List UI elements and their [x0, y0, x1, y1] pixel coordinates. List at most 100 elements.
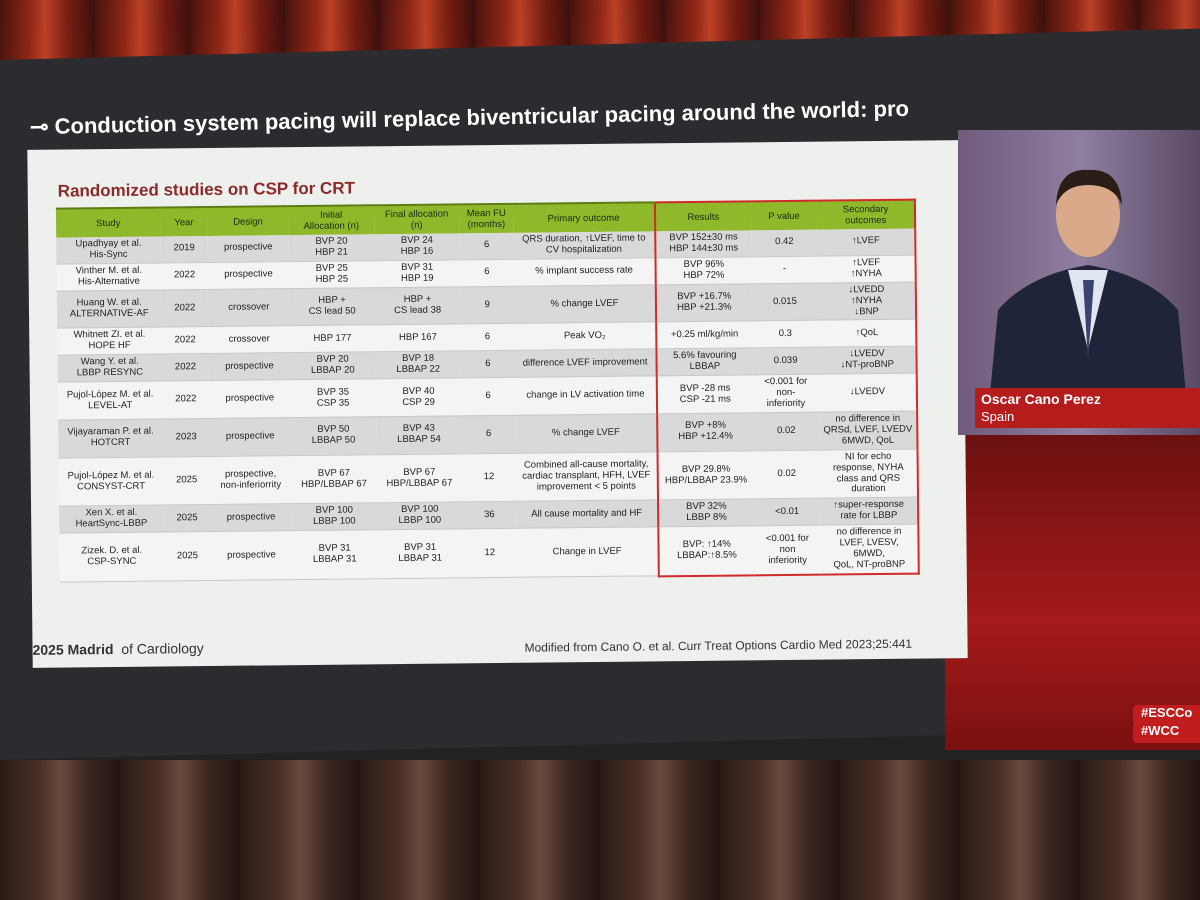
table-title: Randomized studies on CSP for CRT — [57, 178, 356, 201]
table-cell: ↓LVEDV — [818, 373, 918, 413]
table-cell: BVP 32% LBBP 8% — [657, 499, 755, 528]
studies-table: Study Year Design Initial Allocation (n) Fin… — [55, 199, 920, 584]
table-cell: 2022 — [161, 353, 210, 382]
table-cell: 2019 — [160, 236, 208, 263]
column-header: Mean FU (months) — [459, 203, 514, 234]
table-cell: Zizek. D. et al. CSP-SYNC — [59, 532, 165, 583]
source: Modified from Cano O. et al. Curr Treat … — [524, 636, 913, 655]
red-panel — [945, 430, 1200, 750]
hashtag: #ESCCo — [1133, 705, 1200, 725]
table-cell: BVP 25 HBP 25 — [288, 260, 375, 289]
logo-text: of Cardiology — [121, 640, 204, 657]
hashtag: #WCC — [1133, 723, 1200, 743]
table-cell: HBP 167 — [375, 324, 461, 353]
table-cell: prospective — [209, 379, 291, 419]
column-header: Secondary outcomes — [817, 199, 916, 230]
table-cell: 0.3 — [751, 320, 819, 349]
table-cell: BVP 67 HBP/LBBAP 67 — [376, 453, 463, 504]
table-cell: change in LV activation time — [514, 375, 657, 416]
table-cell: Wang Y. et al. LBBP RESYNC — [57, 354, 163, 383]
table-cell: All cause mortality and HF — [516, 500, 659, 529]
table-cell: BVP +16.7% HBP +21.3% — [655, 283, 752, 323]
table-cell: Peak VO₂ — [514, 322, 657, 351]
table-cell: HBP 177 — [289, 325, 376, 353]
table-cell: % change LVEF — [515, 413, 658, 453]
table-cell: BVP 31 LBBAP 31 — [377, 529, 464, 580]
congress-logo: 2025 Madrid of Cardiology — [32, 640, 203, 658]
table-cell: 2022 — [161, 289, 209, 328]
table-cell: BVP 152±30 ms HBP 144±30 ms — [655, 230, 752, 258]
table-cell: BVP +8% HBP +12.4% — [656, 412, 754, 452]
table-cell: BVP 31 HBP 19 — [374, 259, 461, 288]
table-cell: 9 — [460, 286, 515, 325]
column-header: Final allocation (n) — [373, 204, 460, 235]
column-header: P value — [750, 200, 818, 231]
table-cell: BVP: ↑14% LBBAP:↑8.5% — [658, 526, 755, 577]
table-cell: BVP 20 HBP 21 — [288, 234, 375, 262]
curtain — [0, 760, 1200, 900]
logo-year: 2025 Madrid — [32, 641, 114, 658]
column-header: Year — [160, 207, 208, 237]
table-body: Upadhyay et al. His-Sync 2019 prospective B… — [56, 228, 919, 583]
table-cell: 2025 — [162, 456, 211, 506]
table-cell: 0.02 — [752, 412, 820, 451]
speaker-figure — [988, 169, 1188, 415]
table-cell: prospective — [210, 504, 292, 532]
table-cell: Change in LVEF — [516, 527, 659, 578]
table-cell: prospective — [209, 417, 291, 457]
table-cell: ↓LVEDV ↓NT-proBNP — [818, 346, 917, 375]
table-cell: 0.02 — [753, 449, 821, 500]
speaker-country: Spain — [981, 409, 1015, 424]
table-cell: Whitnett ZI. et al. HOPE HF — [57, 327, 162, 356]
table-cell: prospective — [207, 235, 289, 263]
table-cell: BVP 40 CSP 29 — [375, 378, 462, 417]
table-cell: BVP 24 HBP 16 — [374, 233, 460, 261]
table-cell: HBP + CS lead 50 — [289, 287, 376, 327]
table-cell: BVP 100 LBBP 100 — [376, 502, 463, 530]
table-cell: +0.25 ml/kg/min — [655, 321, 753, 350]
table-cell: BVP 29.8% HBP/LBBAP 23.9% — [657, 450, 754, 501]
table-cell: BVP 96% HBP 72% — [655, 256, 752, 285]
table-cell: ↓LVEDD ↑NYHA ↓BNP — [817, 281, 917, 321]
table-cell: 12 — [462, 528, 518, 579]
table-cell: prospective — [210, 530, 293, 581]
table-cell: Vijayaraman P. et al. HOTCRT — [58, 418, 163, 458]
table-cell: - — [751, 255, 818, 284]
table-cell: 6 — [459, 232, 514, 260]
table-cell: crossover — [208, 326, 290, 354]
table-cell: crossover — [208, 288, 290, 327]
table-cell: BVP 67 HBP/LBBAP 67 — [290, 454, 377, 505]
table-cell: BVP 43 LBBAP 54 — [376, 415, 462, 455]
table-cell: Pujol-López M. et al. CONSYST-CRT — [58, 456, 164, 507]
table-row: Zizek. D. et al. CSP-SYNC 2025 prospective… — [59, 524, 919, 583]
table-cell: <0.01 — [753, 498, 821, 527]
table-cell: HBP + CS lead 38 — [374, 286, 461, 326]
table-cell: BVP -28 ms CSP -21 ms — [656, 374, 753, 414]
table-cell: 12 — [461, 452, 517, 503]
table-cell: 6 — [460, 323, 515, 352]
table-cell: Huang W. et al. ALTERNATIVE-AF — [56, 289, 162, 329]
table-cell: no difference in LVEF, LVESV, 6MWD, QoL,… — [820, 524, 919, 575]
table-cell: % implant success rate — [513, 257, 656, 287]
table-cell: Vinther M. et al. His-Alternative — [56, 262, 162, 291]
table-cell: <0.001 for non inferiority — [754, 525, 822, 576]
table-cell: 2022 — [161, 326, 209, 355]
slide: Randomized studies on CSP for CRT Study Y… — [27, 140, 968, 668]
table-cell: 6 — [461, 415, 516, 454]
table-cell: prospective — [208, 352, 291, 381]
table-cell: prospective — [207, 261, 290, 290]
table-cell: <0.001 for non- inferiority — [752, 374, 820, 413]
table-cell: ↑super-response rate for LBBP — [820, 497, 919, 526]
table-cell: % change LVEF — [513, 284, 656, 324]
table-cell: 2023 — [162, 418, 210, 457]
table-cell: NI for echo response, NYHA class and QRS… — [819, 448, 919, 499]
speaker-caption: Oscar Cano Perez Spain — [975, 388, 1200, 428]
table-cell: ↑LVEF ↑NYHA — [817, 254, 916, 283]
table-cell: Xen X. et al. HeartSync-LBBP — [59, 505, 164, 534]
table-cell: Combined all-cause mortality, cardiac tr… — [515, 451, 658, 502]
table-cell: 5.6% favouring LBBAP — [656, 348, 753, 376]
table-cell: 2025 — [163, 531, 212, 582]
table-cell: 0.039 — [752, 347, 819, 375]
table-cell: 6 — [459, 259, 514, 287]
